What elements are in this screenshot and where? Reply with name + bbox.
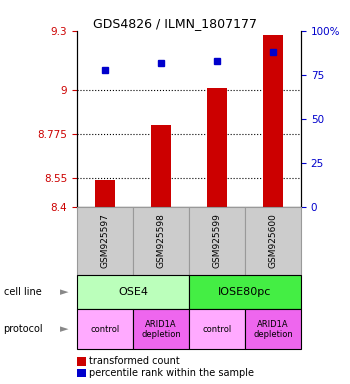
Bar — [77, 207, 133, 275]
Text: control: control — [202, 325, 232, 334]
Text: IOSE80pc: IOSE80pc — [218, 287, 272, 297]
Bar — [133, 309, 189, 349]
Bar — [77, 309, 133, 349]
Text: GSM925598: GSM925598 — [156, 214, 166, 268]
Text: transformed count: transformed count — [89, 356, 180, 366]
Text: cell line: cell line — [4, 287, 41, 297]
Text: OSE4: OSE4 — [118, 287, 148, 297]
Text: GDS4826 / ILMN_1807177: GDS4826 / ILMN_1807177 — [93, 17, 257, 30]
Text: ►: ► — [60, 324, 68, 334]
Text: GSM925600: GSM925600 — [268, 214, 278, 268]
Bar — [189, 275, 301, 309]
Text: protocol: protocol — [4, 324, 43, 334]
Text: ARID1A
depletion: ARID1A depletion — [141, 319, 181, 339]
Text: GSM925597: GSM925597 — [100, 214, 110, 268]
Bar — [245, 309, 301, 349]
Text: percentile rank within the sample: percentile rank within the sample — [89, 368, 254, 378]
Bar — [133, 207, 189, 275]
Bar — [207, 88, 227, 207]
Bar — [77, 275, 189, 309]
Text: ►: ► — [60, 287, 68, 297]
Bar — [189, 309, 245, 349]
Text: ARID1A
depletion: ARID1A depletion — [253, 319, 293, 339]
Text: control: control — [90, 325, 120, 334]
Text: GSM925599: GSM925599 — [212, 214, 222, 268]
Bar — [95, 180, 115, 207]
Bar — [245, 207, 301, 275]
Bar — [151, 125, 171, 207]
Bar — [189, 207, 245, 275]
Bar — [263, 35, 283, 207]
